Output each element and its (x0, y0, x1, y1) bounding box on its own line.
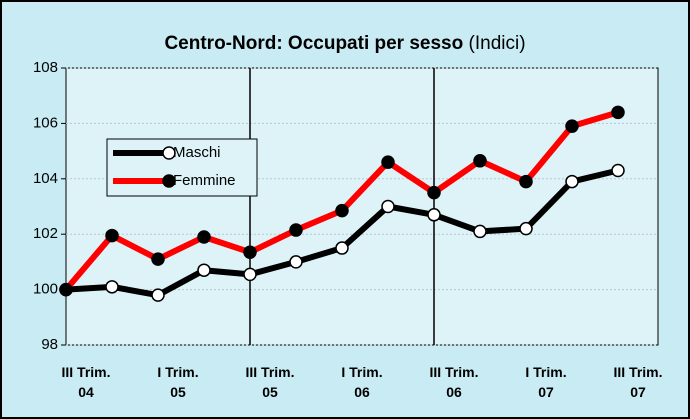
data-point (427, 185, 441, 200)
data-point (197, 230, 211, 244)
data-point (151, 252, 165, 266)
x-tick-label: III Trim. 06 (429, 364, 479, 400)
legend-label: Femmine (173, 172, 236, 189)
title-main: Centro-Nord: Occupati per sesso (164, 33, 463, 54)
y-tick-label: 108 (33, 59, 58, 76)
data-point (289, 223, 303, 237)
data-point (519, 174, 533, 189)
data-point (381, 199, 395, 214)
data-point (243, 267, 257, 282)
legend-label: Maschi (173, 144, 221, 161)
data-point (59, 282, 73, 297)
data-point (335, 241, 349, 255)
data-point (519, 221, 533, 236)
legend-marker (162, 146, 176, 160)
title-sub: (Indici) (469, 33, 526, 54)
data-point (473, 224, 487, 239)
data-point (289, 255, 303, 269)
y-tick-label: 102 (33, 225, 58, 242)
data-point (611, 163, 625, 178)
data-point (197, 263, 211, 277)
x-tick-label: III Trim. 04 (61, 364, 111, 400)
y-tick-label: 100 (33, 281, 58, 298)
y-tick-label: 106 (33, 114, 58, 131)
data-point (565, 174, 579, 189)
legend-box (106, 138, 258, 197)
x-tick-label: I Trim. 05 (157, 364, 199, 400)
y-tick-label: 98 (41, 336, 58, 353)
data-point (335, 203, 349, 218)
plot-area (65, 67, 659, 346)
y-tick-label: 104 (33, 170, 58, 187)
data-point (105, 228, 119, 243)
data-point (565, 119, 579, 133)
x-tick-label: I Trim. 06 (341, 364, 383, 400)
data-point (611, 105, 625, 120)
legend-marker (162, 174, 176, 188)
data-point (105, 280, 119, 294)
x-tick-label: III Trim. 07 (613, 364, 663, 400)
x-tick-label: III Trim. 05 (245, 364, 295, 400)
data-point (473, 154, 487, 168)
x-tick-label: I Trim. 07 (525, 364, 567, 400)
data-point (243, 245, 257, 259)
data-point (427, 208, 441, 222)
data-point (151, 288, 165, 302)
chart-title: Centro-Nord: Occupati per sesso (Indici) (164, 33, 525, 54)
data-point (381, 155, 395, 169)
